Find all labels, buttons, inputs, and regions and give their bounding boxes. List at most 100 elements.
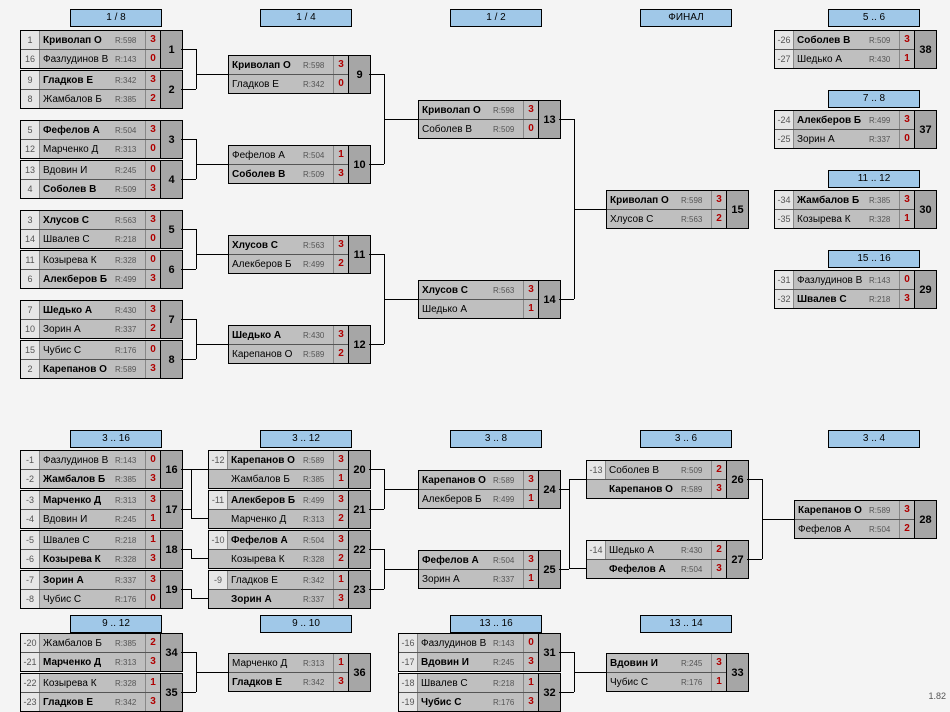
player-rating: R:337 <box>303 595 333 604</box>
player-name: Вдовин И <box>607 658 681 669</box>
match-29: -31Фазлудинов ВR:1430-32Швалев СR:218329 <box>774 270 937 309</box>
player-row: Хлусов СR:5632 <box>607 210 726 228</box>
match-number: 19 <box>160 571 182 608</box>
player-row: -1Фазлудинов ВR:1430 <box>21 451 160 470</box>
match-10: Фефелов АR:5041Соболев ВR:509310 <box>228 145 371 184</box>
match-number: 12 <box>348 326 370 363</box>
round-header: 1 / 8 <box>70 9 162 27</box>
player-row: 3Хлусов СR:5633 <box>21 211 160 230</box>
seed: -4 <box>21 510 40 528</box>
player-row: Хлусов СR:5633 <box>229 236 348 255</box>
player-rating: R:499 <box>115 275 145 284</box>
score: 1 <box>145 510 160 528</box>
player-row: Шедько А1 <box>419 300 538 318</box>
seed: 10 <box>21 320 40 338</box>
player-row: -10Фефелов АR:5043 <box>209 531 348 550</box>
match-22: -10Фефелов АR:5043Козырева КR:328222 <box>208 530 371 569</box>
score: 3 <box>145 71 160 89</box>
match-20: -12Карепанов ОR:5893Жамбалов БR:385120 <box>208 450 371 489</box>
seed: -2 <box>21 470 40 488</box>
seed: 8 <box>21 90 40 108</box>
score: 3 <box>145 550 160 568</box>
score: 1 <box>523 674 538 692</box>
player-rating: R:504 <box>681 565 711 574</box>
player-rating: R:385 <box>115 475 145 484</box>
player-row: Фефелов АR:5043 <box>419 551 538 570</box>
match-number: 38 <box>914 31 936 68</box>
seed: -14 <box>587 541 606 559</box>
match-36: Марченко ДR:3131Гладков ЕR:342336 <box>228 653 371 692</box>
score: 0 <box>145 161 160 179</box>
score: 0 <box>899 130 914 148</box>
player-row: -6Козырева КR:3283 <box>21 550 160 568</box>
player-row: Соболев ВR:5090 <box>419 120 538 138</box>
score: 3 <box>523 281 538 299</box>
player-row: Зорин АR:3373 <box>209 590 348 608</box>
player-row: Козырева КR:3282 <box>209 550 348 568</box>
seed: 9 <box>21 71 40 89</box>
match-number: 37 <box>914 111 936 148</box>
score: 3 <box>523 101 538 119</box>
score: 3 <box>145 180 160 198</box>
player-row: 5Фефелов АR:5043 <box>21 121 160 140</box>
player-row: Алекберов БR:4991 <box>419 490 538 508</box>
player-rating: R:342 <box>303 80 333 89</box>
player-row: -14Шедько АR:4302 <box>587 541 726 560</box>
player-row: -2Жамбалов БR:3853 <box>21 470 160 488</box>
player-row: Карепанов ОR:5893 <box>587 480 726 498</box>
round-header: 11 .. 12 <box>828 170 920 188</box>
player-rating: R:430 <box>303 331 333 340</box>
player-name: Чубис С <box>418 697 493 708</box>
score: 3 <box>899 31 914 49</box>
match-30: -34Жамбалов БR:3853-35Козырева КR:328130 <box>774 190 937 229</box>
player-rating: R:245 <box>681 659 711 668</box>
score: 3 <box>523 551 538 569</box>
score: 3 <box>333 56 348 74</box>
player-row: -4Вдовин ИR:2451 <box>21 510 160 528</box>
match-number: 6 <box>160 251 182 288</box>
player-name: Швалев С <box>40 535 115 546</box>
score: 0 <box>523 120 538 138</box>
match-number: 23 <box>348 571 370 608</box>
player-rating: R:218 <box>493 679 523 688</box>
player-rating: R:504 <box>869 525 899 534</box>
player-rating: R:509 <box>681 466 711 475</box>
match-number: 14 <box>538 281 560 318</box>
player-rating: R:143 <box>115 55 145 64</box>
seed: -10 <box>209 531 228 549</box>
player-rating: R:176 <box>115 346 145 355</box>
match-number: 11 <box>348 236 370 273</box>
player-name: Марченко Д <box>229 658 303 669</box>
match-1: 1Криволап ОR:598316Фазлудинов ВR:14301 <box>20 30 183 69</box>
seed: 16 <box>21 50 40 68</box>
player-name: Хлусов С <box>40 215 115 226</box>
match-number: 22 <box>348 531 370 568</box>
player-rating: R:313 <box>115 658 145 667</box>
player-name: Гладков Е <box>40 697 115 708</box>
match-number: 17 <box>160 491 182 528</box>
player-name: Жамбалов Б <box>40 94 115 105</box>
seed: -12 <box>209 451 228 469</box>
round-header: 1 / 2 <box>450 9 542 27</box>
match-number: 25 <box>538 551 560 588</box>
player-name: Зорин А <box>419 574 493 585</box>
score: 3 <box>899 191 914 209</box>
match-number: 10 <box>348 146 370 183</box>
score: 1 <box>333 654 348 672</box>
player-rating: R:328 <box>115 256 145 265</box>
seed: 5 <box>21 121 40 139</box>
score: 2 <box>145 634 160 652</box>
score: 1 <box>333 146 348 164</box>
player-rating: R:337 <box>869 135 899 144</box>
player-rating: R:245 <box>115 515 145 524</box>
player-rating: R:337 <box>115 576 145 585</box>
player-row: -24Алекберов БR:4993 <box>775 111 914 130</box>
seed: 7 <box>21 301 40 319</box>
player-rating: R:504 <box>303 536 333 545</box>
score: 3 <box>145 653 160 671</box>
match-35: -22Козырева КR:3281-23Гладков ЕR:342335 <box>20 673 183 712</box>
player-name: Жамбалов Б <box>228 474 303 485</box>
round-header: 7 .. 8 <box>828 90 920 108</box>
match-number: 27 <box>726 541 748 578</box>
player-row: -13Соболев ВR:5092 <box>587 461 726 480</box>
